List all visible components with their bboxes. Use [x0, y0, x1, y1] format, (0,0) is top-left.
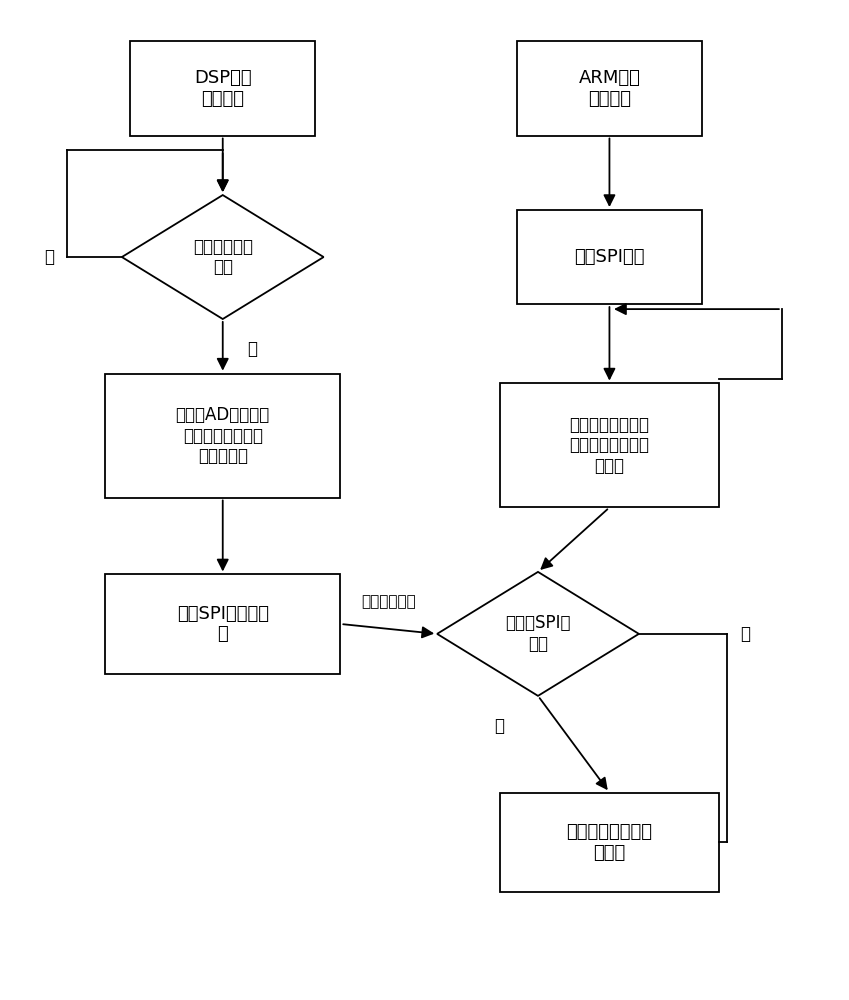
Bar [517, 41, 702, 136]
Text: 通过SPI发送该数
组: 通过SPI发送该数 组 [177, 605, 269, 643]
Text: 为外部AD提供采样
时钟，读取采样结
果存入数组: 为外部AD提供采样 时钟，读取采样结 果存入数组 [176, 406, 270, 465]
Text: 是: 是 [247, 340, 257, 358]
Text: 进入主界面等待操
作，可读取显示行
程曲线: 进入主界面等待操 作，可读取显示行 程曲线 [570, 416, 649, 475]
Text: 启动SPI驱动: 启动SPI驱动 [574, 248, 644, 266]
Text: 使其产生中断: 使其产生中断 [362, 595, 416, 610]
Text: ARM平台
启动软件: ARM平台 启动软件 [578, 69, 640, 108]
Text: 是否有SPI中
断？: 是否有SPI中 断？ [505, 614, 571, 653]
Text: 是: 是 [494, 717, 504, 735]
Text: 否: 否 [45, 248, 54, 266]
Polygon shape [122, 195, 323, 319]
Bar [105, 374, 340, 498]
Bar [500, 793, 719, 892]
Text: 是否有采样中
断？: 是否有采样中 断？ [193, 238, 253, 276]
Bar [130, 41, 315, 136]
Text: 保存并显示位移行
程曲线: 保存并显示位移行 程曲线 [566, 823, 652, 862]
Text: 否: 否 [739, 625, 750, 643]
Text: DSP平台
上电启动: DSP平台 上电启动 [194, 69, 251, 108]
Polygon shape [437, 572, 638, 696]
Bar [500, 383, 719, 507]
Bar [517, 210, 702, 304]
Bar [105, 574, 340, 674]
